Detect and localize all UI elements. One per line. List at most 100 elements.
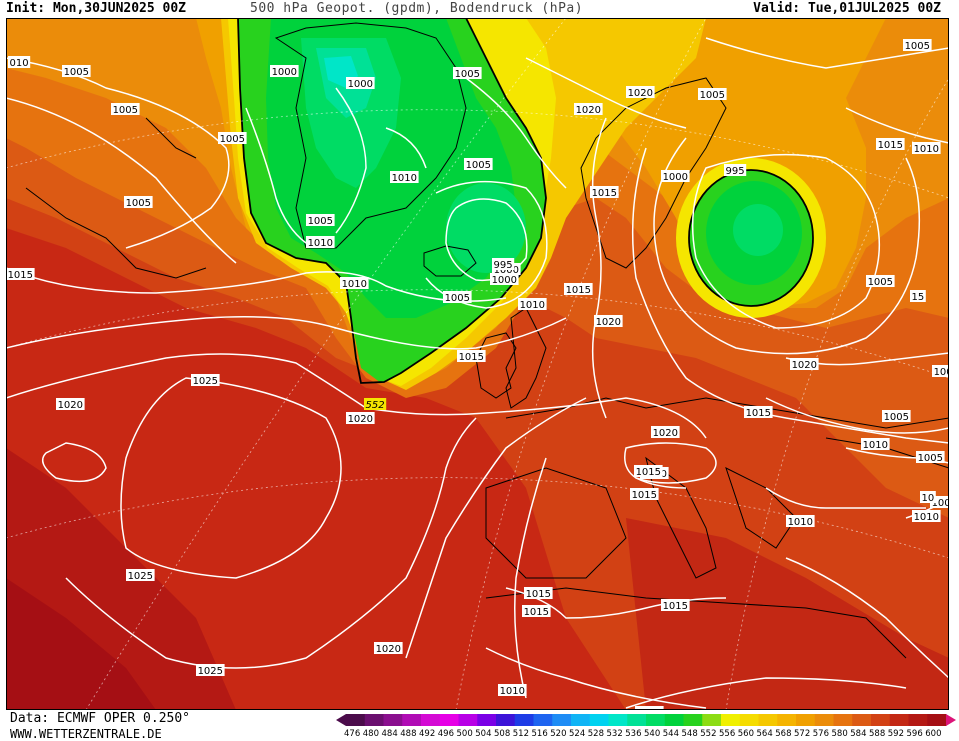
scale-label: 580 bbox=[831, 729, 848, 739]
scale-swatch bbox=[421, 714, 441, 726]
svg-text:1000: 1000 bbox=[348, 79, 373, 90]
fill-russia-544 bbox=[733, 204, 783, 256]
header-bar: Init: Mon,30JUN2025 00Z 500 hPa Geopot. … bbox=[0, 0, 959, 18]
scale-swatch bbox=[796, 714, 816, 726]
scale-swatch bbox=[889, 714, 909, 726]
scale-label: 548 bbox=[681, 729, 698, 739]
isobar-label: 1020 bbox=[594, 315, 623, 328]
svg-text:1015: 1015 bbox=[663, 601, 688, 612]
svg-text:010: 010 bbox=[10, 58, 29, 69]
scale-label: 504 bbox=[475, 729, 492, 739]
scale-swatch bbox=[571, 714, 591, 726]
scale-swatch bbox=[683, 714, 703, 726]
svg-text:1005: 1005 bbox=[932, 498, 949, 509]
svg-text:1020: 1020 bbox=[58, 400, 83, 411]
init-time-label: Init: Mon,30JUN2025 00Z bbox=[6, 1, 187, 16]
fill-se-588 bbox=[626, 518, 949, 710]
svg-text:1015: 1015 bbox=[636, 467, 661, 478]
footer-bar: Data: ECMWF OPER 0.250° WWW.WETTERZENTRA… bbox=[0, 710, 959, 741]
contour-552-russia bbox=[688, 169, 814, 307]
isobar-label: 1015 bbox=[524, 587, 553, 600]
isobar-label: 1000 bbox=[270, 65, 299, 78]
scale-arrow-left bbox=[336, 714, 346, 726]
scale-label: 484 bbox=[381, 729, 398, 739]
isobar-label: 1010 bbox=[518, 298, 547, 311]
scale-swatch bbox=[402, 714, 422, 726]
svg-text:1015: 1015 bbox=[878, 140, 903, 151]
isobar-label: 1000 bbox=[661, 170, 690, 183]
scale-swatch bbox=[739, 714, 759, 726]
scale-swatch bbox=[514, 714, 534, 726]
svg-text:1015: 1015 bbox=[459, 352, 484, 363]
isobar-label: 1005 bbox=[916, 451, 945, 464]
scale-label: 492 bbox=[419, 729, 436, 739]
scale-swatch bbox=[758, 714, 778, 726]
isobar-label: 1010 bbox=[912, 510, 941, 523]
color-scale-bar bbox=[336, 714, 956, 726]
contour-552 bbox=[237, 18, 547, 384]
scale-swatch bbox=[852, 714, 872, 726]
isobar-label: 1015 bbox=[457, 350, 486, 363]
isobar-label: 1015 bbox=[634, 465, 663, 478]
isobar-label: 1010 bbox=[340, 277, 369, 290]
svg-text:995: 995 bbox=[726, 166, 745, 177]
svg-text:1005: 1005 bbox=[126, 198, 151, 209]
scale-label: 552 bbox=[700, 729, 717, 739]
isobar-label: 1015 bbox=[590, 186, 619, 199]
isobar-label: 1020 bbox=[56, 398, 85, 411]
scale-label: 476 bbox=[344, 729, 361, 739]
svg-text:1005: 1005 bbox=[905, 41, 930, 52]
isobar-label: 1015 bbox=[876, 138, 905, 151]
scale-label: 512 bbox=[512, 729, 529, 739]
scale-label: 520 bbox=[550, 729, 567, 739]
scale-label: 560 bbox=[737, 729, 754, 739]
isobar-label: 1010 bbox=[306, 236, 335, 249]
svg-text:1005: 1005 bbox=[884, 412, 909, 423]
svg-text:1010: 1010 bbox=[788, 517, 813, 528]
isobar-label: 1010 bbox=[786, 515, 815, 528]
scale-swatch bbox=[833, 714, 853, 726]
isobar-label: 1020 bbox=[626, 86, 655, 99]
map-canvas: 0101005100510001000100510051005102010051… bbox=[6, 18, 949, 710]
isobar-label: 1020 bbox=[790, 358, 819, 371]
svg-text:1025: 1025 bbox=[193, 376, 218, 387]
isobar-label: 1005 bbox=[124, 196, 153, 209]
scale-swatch bbox=[702, 714, 722, 726]
isobar-label: 1005 bbox=[111, 103, 140, 116]
isobar-label: 552 bbox=[364, 398, 387, 411]
isobar-label: 1015 bbox=[6, 268, 35, 281]
svg-text:1005: 1005 bbox=[308, 216, 333, 227]
isobar-label: 1010 bbox=[498, 684, 527, 697]
isobar-label: 1025 bbox=[191, 374, 220, 387]
svg-text:1015: 1015 bbox=[632, 490, 657, 501]
svg-text:1005: 1005 bbox=[220, 134, 245, 145]
scale-swatch bbox=[458, 714, 478, 726]
isobar-label: 1015 bbox=[564, 283, 593, 296]
svg-text:1015: 1015 bbox=[566, 285, 591, 296]
svg-text:1005: 1005 bbox=[700, 90, 725, 101]
svg-text:1005: 1005 bbox=[445, 293, 470, 304]
svg-text:1015: 1015 bbox=[592, 188, 617, 199]
isobar-label: 1005 bbox=[698, 88, 727, 101]
scale-label: 592 bbox=[887, 729, 904, 739]
scale-label: 532 bbox=[606, 729, 623, 739]
svg-text:1020: 1020 bbox=[792, 360, 817, 371]
scale-label: 524 bbox=[569, 729, 586, 739]
scale-swatch bbox=[627, 714, 647, 726]
scale-label: 564 bbox=[756, 729, 773, 739]
isobar-label: 15 bbox=[910, 290, 926, 303]
isobar-label: 1005 bbox=[866, 275, 895, 288]
scale-label: 588 bbox=[869, 729, 886, 739]
isobar-label: 1015 bbox=[744, 406, 773, 419]
isobar-label: 1005 bbox=[306, 214, 335, 227]
scale-label: 544 bbox=[662, 729, 679, 739]
svg-text:10: 10 bbox=[922, 493, 935, 504]
isobar-label: 995 bbox=[492, 258, 515, 271]
scale-label: 556 bbox=[719, 729, 736, 739]
svg-text:1010: 1010 bbox=[500, 686, 525, 697]
svg-text:1000: 1000 bbox=[494, 265, 519, 276]
scale-swatch bbox=[477, 714, 497, 726]
fill-596 bbox=[6, 578, 156, 710]
isobar-label: 1015 bbox=[522, 605, 551, 618]
svg-text:1015: 1015 bbox=[524, 607, 549, 618]
